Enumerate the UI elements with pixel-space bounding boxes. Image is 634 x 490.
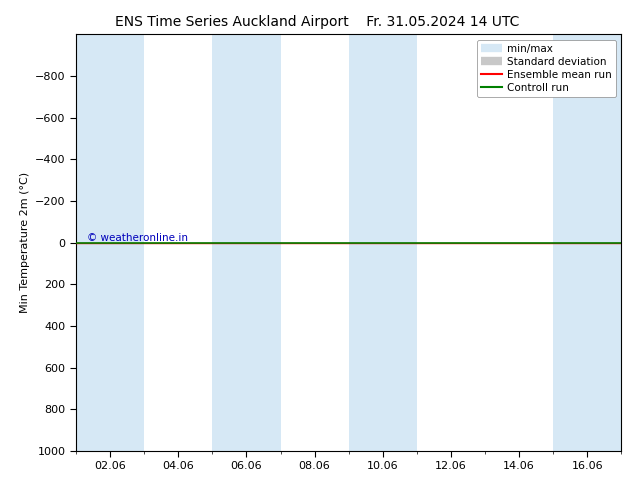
Bar: [553, 34, 621, 451]
Legend: min/max, Standard deviation, Ensemble mean run, Controll run: min/max, Standard deviation, Ensemble me…: [477, 40, 616, 97]
Bar: [76, 34, 144, 451]
Bar: [349, 34, 417, 451]
Text: © weatheronline.in: © weatheronline.in: [87, 233, 188, 243]
Text: ENS Time Series Auckland Airport    Fr. 31.05.2024 14 UTC: ENS Time Series Auckland Airport Fr. 31.…: [115, 15, 519, 29]
Bar: [212, 34, 280, 451]
Y-axis label: Min Temperature 2m (°C): Min Temperature 2m (°C): [20, 172, 30, 313]
